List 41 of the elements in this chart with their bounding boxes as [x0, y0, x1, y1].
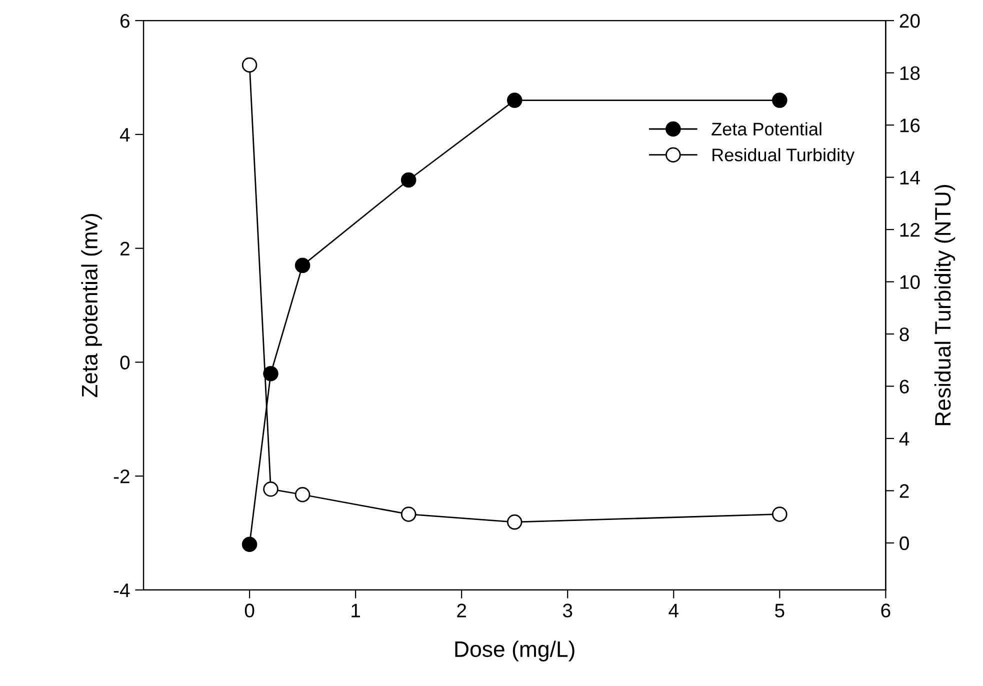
- y2-tick-label: 8: [900, 327, 909, 342]
- y2-tick-label: 14: [900, 170, 920, 184]
- x-tick-label: 4: [668, 604, 678, 618]
- y2-tick-label: 10: [900, 275, 920, 289]
- point: [294, 258, 310, 274]
- y-axis-title: Zeta potential (mv): [81, 214, 102, 398]
- y-tick-label: -4: [114, 584, 130, 598]
- y2-axis-title: Residual Turbidity (NTU): [934, 185, 956, 426]
- x-tick-label: 1: [352, 604, 360, 618]
- y-tick-label: 6: [120, 14, 130, 28]
- x-tick-label: 0: [244, 604, 254, 618]
- y-tick-label: 4: [120, 128, 130, 142]
- point: [506, 92, 522, 108]
- y2-tick-label: 12: [900, 222, 920, 237]
- point: [242, 536, 258, 552]
- point: [242, 57, 258, 73]
- y2-tick-label: 4: [899, 432, 910, 446]
- point: [772, 506, 788, 522]
- y2-tick-label: 0: [900, 536, 909, 550]
- point: [400, 506, 416, 522]
- x-tick-label: 2: [457, 604, 466, 618]
- point: [263, 366, 278, 382]
- point: [772, 92, 788, 108]
- legend-label: Zeta Potential: [712, 122, 822, 136]
- point: [400, 172, 416, 188]
- y2-tick-label: 6: [900, 380, 909, 394]
- y-tick-label: 2: [120, 242, 130, 256]
- y2-tick-label: 16: [900, 118, 920, 132]
- x-tick-label: 6: [881, 604, 890, 618]
- point: [506, 514, 522, 530]
- point: [263, 482, 278, 497]
- x-axis-title: Dose (mg/L): [455, 640, 574, 662]
- x-tick-label: 3: [562, 604, 572, 618]
- y2-tick-label: 2: [900, 484, 909, 498]
- y2-tick-label: 18: [900, 66, 920, 80]
- y-tick-label: -2: [114, 470, 130, 484]
- legend-label: Residual Turbidity: [712, 148, 855, 165]
- y-tick-label: 0: [120, 356, 130, 370]
- point: [294, 486, 310, 502]
- x-tick-label: 5: [775, 604, 784, 618]
- y2-tick-label: 20: [900, 14, 920, 28]
